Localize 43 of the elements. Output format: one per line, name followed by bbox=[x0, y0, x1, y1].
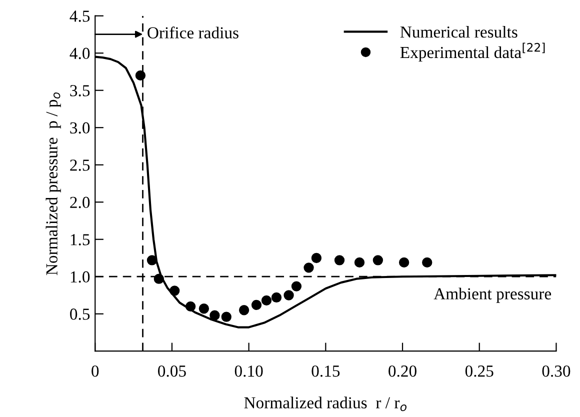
point bbox=[238, 305, 250, 316]
y-tick-label: 1.0 bbox=[70, 271, 90, 283]
y-tick-label: 4.5 bbox=[70, 10, 90, 22]
legend-label: Experimental data$^{[22]}$ bbox=[400, 42, 545, 62]
point bbox=[311, 252, 322, 264]
point bbox=[372, 255, 384, 266]
point bbox=[185, 301, 196, 312]
point bbox=[422, 257, 432, 268]
point bbox=[251, 300, 262, 310]
point bbox=[221, 312, 232, 322]
x-axis-title: Normalized radius r / r$_{o}$ bbox=[244, 396, 406, 412]
x-tick-label: 0.30 bbox=[542, 365, 570, 377]
y-tick-label: 1.5 bbox=[70, 234, 90, 246]
point bbox=[261, 295, 272, 306]
point bbox=[154, 274, 164, 284]
point bbox=[146, 255, 158, 266]
ref-line-label: Ambient pressure bbox=[434, 288, 552, 303]
x-tick-label: 0.10 bbox=[234, 365, 263, 377]
y-tick-label: 0.5 bbox=[70, 308, 90, 320]
legend-label: Numerical results bbox=[400, 26, 518, 38]
point bbox=[198, 304, 210, 314]
point bbox=[304, 262, 314, 273]
y-tick-label: 3.5 bbox=[70, 85, 90, 96]
y-tick-label: 2.0 bbox=[70, 196, 90, 208]
point bbox=[210, 310, 220, 320]
x-tick-label: 0.25 bbox=[465, 365, 494, 377]
point bbox=[284, 290, 294, 300]
point bbox=[334, 255, 345, 266]
point bbox=[398, 257, 410, 268]
x-tick-label: 0.20 bbox=[388, 365, 416, 377]
point bbox=[354, 257, 365, 268]
point bbox=[291, 281, 302, 292]
ref-line-label: Orifice radius bbox=[148, 26, 238, 38]
y-tick-label: 3.0 bbox=[70, 122, 90, 134]
point bbox=[135, 70, 146, 81]
x-tick-label: 0.15 bbox=[312, 365, 340, 377]
y-tick-label: 4.0 bbox=[70, 48, 90, 60]
point bbox=[271, 292, 282, 303]
y-axis-title: Normalized pressure p / p$_{o}$ bbox=[46, 92, 61, 276]
point bbox=[169, 286, 180, 296]
x-tick-label: 0.05 bbox=[158, 365, 186, 377]
x-tick-label: 0 bbox=[92, 365, 99, 377]
y-tick-label: 2.5 bbox=[70, 160, 90, 171]
